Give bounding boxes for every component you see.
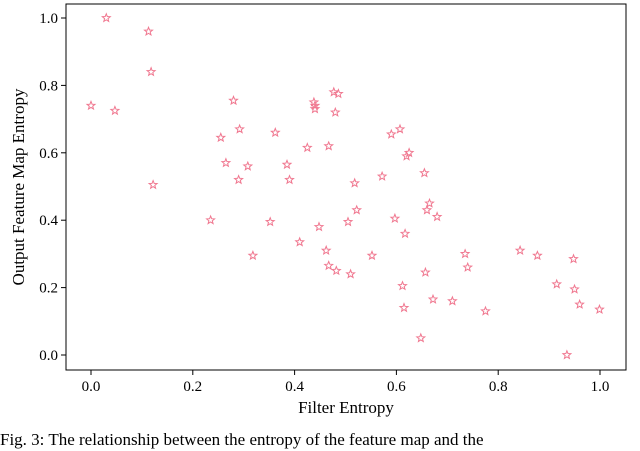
data-point: [399, 228, 411, 239]
data-point: [459, 248, 471, 259]
scatter-chart: 0.0 0.2 0.4 0.6 0.8 1.0 0.0 0.2 0.4 0.6 0.8 1.0 Fil…: [9, 3, 627, 417]
data-point: [301, 142, 313, 153]
x-tick-label: 0.0: [82, 379, 101, 395]
x-tick-label: 0.2: [183, 379, 202, 395]
x-tick-label: 0.8: [489, 379, 508, 395]
data-point: [313, 221, 325, 232]
data-point: [330, 265, 342, 276]
data-point: [323, 260, 334, 271]
data-point: [403, 147, 415, 158]
data-point: [264, 216, 276, 227]
y-tick-label: 1.0: [39, 11, 58, 27]
data-point: [294, 236, 305, 247]
data-point: [101, 12, 112, 23]
x-tick-label: 1.0: [591, 379, 610, 395]
data-point: [143, 25, 154, 37]
data-point: [342, 216, 354, 227]
data-point: [424, 197, 435, 208]
data-point: [220, 157, 232, 168]
data-point: [242, 160, 254, 171]
data-point: [385, 128, 397, 139]
data-point: [419, 167, 430, 178]
data-point: [394, 123, 406, 134]
data-point: [247, 250, 259, 261]
x-axis-label: Filter Entropy: [298, 398, 394, 417]
data-point: [349, 177, 361, 188]
data-point: [551, 278, 563, 289]
data-point: [447, 295, 458, 306]
x-tick-label: 0.4: [285, 379, 304, 395]
data-point: [320, 244, 332, 256]
data-point: [421, 204, 433, 215]
data-point: [431, 211, 443, 222]
data-point: [215, 132, 227, 143]
data-point: [376, 170, 388, 181]
data-point: [480, 305, 491, 316]
plot-frame: [65, 3, 627, 371]
data-point: [233, 174, 244, 185]
data-point: [594, 303, 605, 315]
data-point: [462, 261, 474, 272]
data-point: [281, 159, 293, 170]
data-point: [309, 103, 321, 114]
data-point: [398, 302, 410, 313]
data-point: [532, 250, 543, 261]
data-point: [309, 99, 321, 111]
data-point: [270, 127, 281, 138]
y-tick-label: 0.2: [39, 281, 58, 297]
data-point: [328, 86, 340, 97]
data-point: [420, 266, 431, 277]
data-point: [569, 283, 580, 294]
data-point: [323, 140, 335, 151]
data-point: [574, 298, 585, 309]
data-point: [205, 214, 216, 225]
data-point: [427, 293, 439, 304]
y-tick-label: 0.4: [39, 213, 58, 229]
data-point: [366, 250, 378, 261]
data-point: [333, 88, 344, 99]
x-tick-label: 0.6: [387, 379, 406, 395]
data-point: [345, 268, 356, 279]
data-point: [514, 244, 526, 256]
data-point: [109, 105, 121, 116]
data-point: [147, 179, 159, 190]
data-point: [568, 253, 579, 264]
data-point: [415, 332, 427, 343]
y-tick-label: 0.6: [39, 146, 58, 162]
y-tick-label: 0.8: [39, 78, 58, 94]
data-point: [228, 95, 239, 106]
figure-caption: Fig. 3: The relationship between the ent…: [0, 430, 484, 449]
data-point: [397, 280, 408, 291]
y-axis-label: Output Feature Map Entropy: [9, 88, 28, 285]
data-point: [329, 106, 341, 117]
data-point: [85, 100, 97, 111]
data-point: [145, 66, 157, 77]
y-tick-label: 0.0: [39, 348, 58, 364]
data-point: [389, 212, 401, 224]
data-point: [561, 349, 573, 360]
data-point: [234, 123, 245, 134]
data-point: [351, 204, 363, 215]
data-point: [284, 174, 295, 185]
